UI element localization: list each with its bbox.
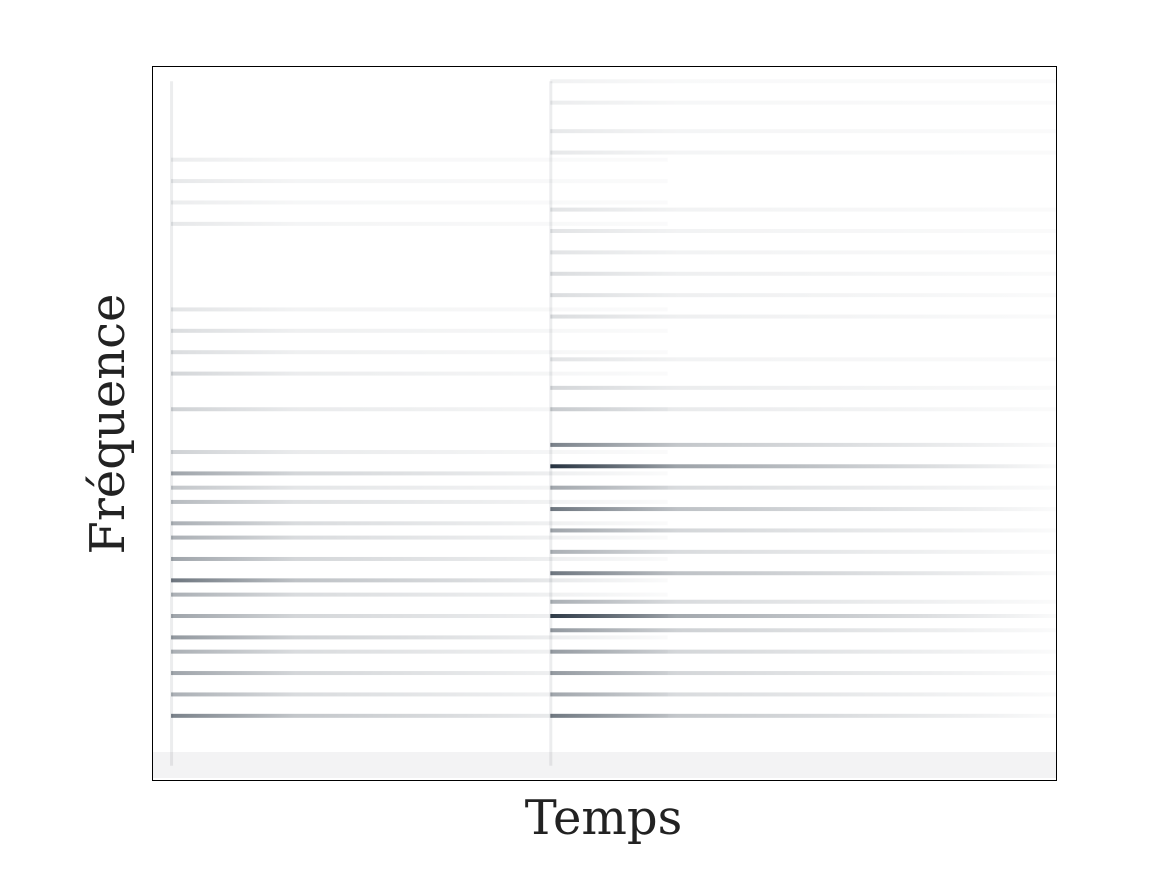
- partial-band: [550, 649, 1056, 654]
- partial-band: [171, 713, 668, 718]
- partial-band: [171, 471, 668, 476]
- partial-band: [171, 307, 668, 312]
- partial-band: [550, 485, 1056, 490]
- partial-band: [550, 528, 1056, 533]
- partial-band: [550, 207, 1056, 212]
- partial-band: [550, 250, 1056, 255]
- partial-band: [171, 671, 668, 676]
- partial-band: [550, 293, 1056, 298]
- partial-band: [171, 179, 668, 184]
- partial-band: [550, 599, 1056, 604]
- partial-band: [550, 571, 1056, 576]
- onset-transient: [170, 81, 174, 766]
- partial-band: [550, 79, 1056, 84]
- plot-frame: [152, 66, 1057, 781]
- partial-band: [550, 100, 1056, 105]
- partial-band: [550, 692, 1056, 697]
- partial-band: [171, 350, 668, 355]
- partial-band: [171, 649, 668, 654]
- partial-band: [171, 157, 668, 162]
- x-axis-label: Temps: [524, 790, 683, 846]
- partial-band: [550, 614, 1056, 619]
- partial-band: [550, 271, 1056, 276]
- partial-band: [171, 200, 668, 205]
- partial-band: [171, 578, 668, 583]
- partial-band: [171, 556, 668, 561]
- partial-band: [171, 499, 668, 504]
- partial-band: [171, 635, 668, 640]
- partial-band: [171, 692, 668, 697]
- partial-band: [171, 614, 668, 619]
- partial-band: [550, 713, 1056, 718]
- noise-floor: [153, 752, 1056, 778]
- onset-transient: [549, 81, 553, 766]
- spectrogram-plot-area: [153, 79, 1056, 778]
- partial-band: [550, 507, 1056, 512]
- partial-band: [550, 671, 1056, 676]
- partial-band: [550, 357, 1056, 362]
- partial-band: [171, 521, 668, 526]
- partial-band: [550, 385, 1056, 390]
- partial-band: [550, 464, 1056, 469]
- partial-band: [550, 150, 1056, 155]
- partial-band: [550, 549, 1056, 554]
- partial-band: [550, 628, 1056, 633]
- partial-band: [550, 314, 1056, 319]
- partial-band: [550, 129, 1056, 134]
- partial-band: [171, 371, 668, 376]
- partial-band: [550, 228, 1056, 233]
- partial-band: [171, 592, 668, 597]
- partial-band: [171, 535, 668, 540]
- partial-band: [171, 485, 668, 490]
- y-axis-label: Fréquence: [80, 293, 136, 555]
- partial-band: [550, 442, 1056, 447]
- partial-band: [171, 407, 668, 412]
- partial-band: [550, 407, 1056, 412]
- partial-band: [171, 328, 668, 333]
- partial-band: [171, 221, 668, 226]
- partial-band: [171, 450, 668, 455]
